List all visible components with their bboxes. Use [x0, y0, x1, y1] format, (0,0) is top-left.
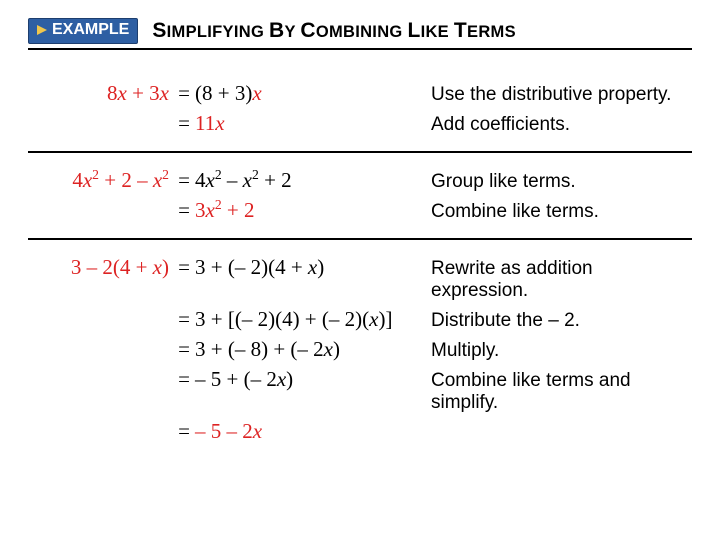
- lhs: 4x2 + 2 – x2: [28, 168, 173, 193]
- rhs: 3 + (– 8) + (– 2x): [195, 337, 425, 362]
- explain: Use the distributive property.: [425, 84, 692, 106]
- lhs: 8x + 3x: [28, 81, 173, 106]
- play-icon: [37, 25, 47, 35]
- equation-row: 4x2 + 2 – x2= 4x2 – x2 + 2Group like ter…: [28, 168, 692, 193]
- equation-row: = 3x2 + 2Combine like terms.: [28, 198, 692, 223]
- explain: Multiply.: [425, 340, 692, 362]
- explain: Group like terms.: [425, 171, 692, 193]
- divider: [28, 238, 692, 240]
- equals: =: [173, 307, 195, 332]
- explain: Combine like terms and simplify.: [425, 370, 692, 414]
- equation-row: = – 5 + (– 2x)Combine like terms and sim…: [28, 367, 692, 414]
- section: 4x2 + 2 – x2= 4x2 – x2 + 2Group like ter…: [28, 161, 692, 234]
- rhs: 3x2 + 2: [195, 198, 425, 223]
- header: EXAMPLE SIMPLIFYING BY COMBINING LIKE TE…: [28, 18, 692, 50]
- equals: =: [173, 111, 195, 136]
- equation-row: 3 – 2(4 + x)= 3 + (– 2)(4 + x)Rewrite as…: [28, 255, 692, 302]
- section: 3 – 2(4 + x)= 3 + (– 2)(4 + x)Rewrite as…: [28, 248, 692, 455]
- explain: Rewrite as addition expression.: [425, 258, 692, 302]
- section: 8x + 3x=(8 + 3)xUse the distributive pro…: [28, 74, 692, 147]
- explain: Distribute the – 2.: [425, 310, 692, 332]
- badge-label: EXAMPLE: [52, 21, 129, 39]
- rhs: 11x: [195, 111, 425, 136]
- rhs: 3 + [(– 2)(4) + (– 2)(x)]: [195, 307, 425, 332]
- equals: =: [173, 81, 195, 106]
- example-badge: EXAMPLE: [28, 18, 138, 44]
- equation-row: = 3 + (– 8) + (– 2x)Multiply.: [28, 337, 692, 362]
- rhs: (8 + 3)x: [195, 81, 425, 106]
- explain: Combine like terms.: [425, 201, 692, 223]
- equals: =: [173, 255, 195, 280]
- equals: =: [173, 419, 195, 444]
- equation-row: = – 5 – 2x: [28, 419, 692, 444]
- equation-row: 8x + 3x=(8 + 3)xUse the distributive pro…: [28, 81, 692, 106]
- equals: =: [173, 337, 195, 362]
- equals: =: [173, 168, 195, 193]
- equation-row: = 11xAdd coefficients.: [28, 111, 692, 136]
- content: 8x + 3x=(8 + 3)xUse the distributive pro…: [28, 74, 692, 455]
- rhs: 3 + (– 2)(4 + x): [195, 255, 425, 280]
- rhs: – 5 – 2x: [195, 419, 425, 444]
- explain: Add coefficients.: [425, 114, 692, 136]
- page-title: SIMPLIFYING BY COMBINING LIKE TERMS: [152, 19, 516, 43]
- equals: =: [173, 198, 195, 223]
- equals: =: [173, 367, 195, 392]
- equation-row: = 3 + [(– 2)(4) + (– 2)(x)]Distribute th…: [28, 307, 692, 332]
- rhs: – 5 + (– 2x): [195, 367, 425, 392]
- lhs: 3 – 2(4 + x): [28, 255, 173, 280]
- rhs: 4x2 – x2 + 2: [195, 168, 425, 193]
- divider: [28, 151, 692, 153]
